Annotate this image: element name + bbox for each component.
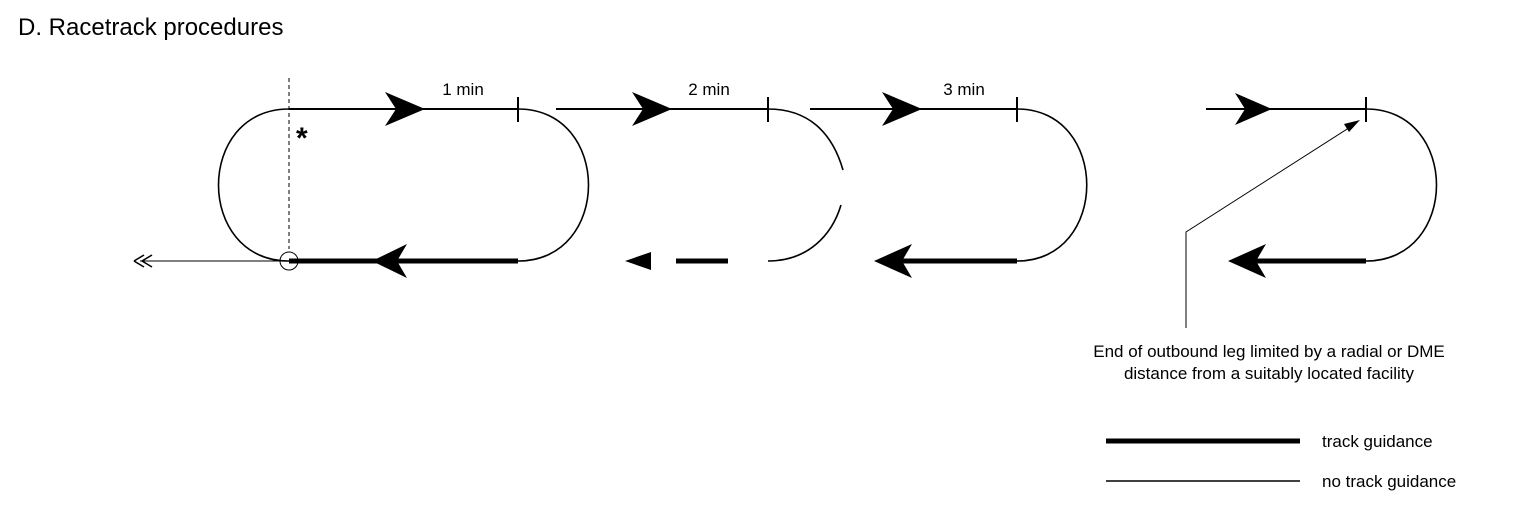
outbound-arrowhead: [1235, 93, 1272, 125]
racetrack-pattern-2min: [556, 92, 844, 270]
outbound-arrowhead: [385, 92, 425, 126]
outbound-turn: [1365, 108, 1438, 262]
inbound-arrowhead: [372, 244, 407, 278]
outbound-turn: [517, 108, 590, 262]
racetrack-pattern-dme: [1185, 93, 1438, 328]
legend-track-guidance-label: track guidance: [1322, 432, 1433, 451]
exit-double-arrowhead: [133, 254, 153, 268]
asterisk-marker: *: [296, 122, 308, 155]
annotation-leader-line: [1185, 123, 1356, 328]
legend: track guidance no track guidance: [1106, 432, 1456, 491]
timing-label-2min: 2 min: [688, 80, 730, 99]
inbound-arrowhead: [1228, 244, 1266, 278]
outbound-turn: [1016, 108, 1088, 262]
timing-label-1min: 1 min: [442, 80, 484, 99]
legend-no-track-guidance-label: no track guidance: [1322, 472, 1456, 491]
annotation-line-1: End of outbound leg limited by a radial …: [1093, 342, 1445, 361]
outbound-turn-lower: [767, 204, 842, 262]
outbound-turn-upper: [767, 108, 844, 171]
annotation-line-2: distance from a suitably located facilit…: [1124, 364, 1415, 383]
racetrack-pattern-3min: [810, 92, 1088, 278]
inbound-arrowhead: [625, 252, 651, 270]
outbound-arrowhead: [632, 92, 672, 126]
inbound-arrowhead: [874, 244, 912, 278]
racetrack-pattern-1min: [133, 78, 590, 278]
inbound-turn: [217, 108, 290, 262]
outbound-arrowhead: [882, 92, 922, 126]
page-title: D. Racetrack procedures: [18, 14, 284, 41]
timing-label-3min: 3 min: [943, 80, 985, 99]
leader-arrowhead: [1344, 120, 1360, 132]
